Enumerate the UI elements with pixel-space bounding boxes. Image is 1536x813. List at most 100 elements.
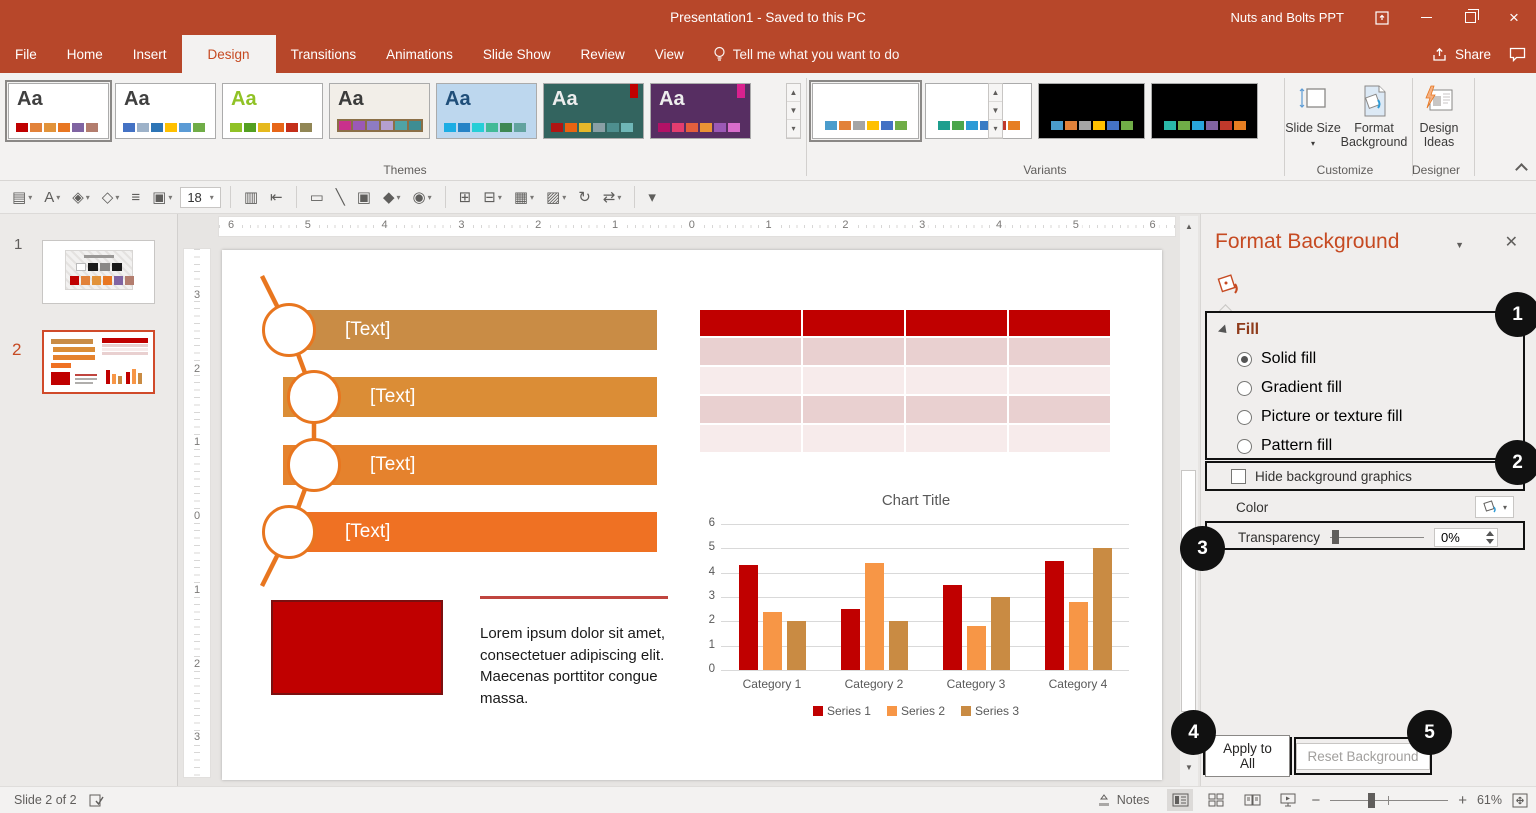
restore-button[interactable] (1448, 0, 1492, 35)
pane-options-caret[interactable]: ▼ (1455, 240, 1464, 250)
rotate-icon[interactable]: ↻ (578, 189, 591, 206)
themes-scroll-up[interactable]: ▲ (787, 84, 800, 102)
smartart-bar[interactable]: [Text] (283, 445, 657, 485)
smartart-circle[interactable] (287, 370, 341, 424)
share-button[interactable]: Share (1432, 47, 1491, 62)
shape-fill-icon[interactable]: ◈ ▾ (72, 189, 90, 206)
line-icon[interactable]: ╲ (335, 189, 345, 206)
red-rectangle-shape[interactable] (271, 600, 443, 695)
slide-canvas[interactable]: [Text] [Text] [Text] [Text] Lorem ipsum dol… (222, 250, 1162, 780)
pane-close-button[interactable]: ✕ (1504, 234, 1518, 251)
smartart-circle[interactable] (262, 303, 316, 357)
radio-button[interactable] (1237, 351, 1252, 367)
theme-wood[interactable]: Aa (329, 83, 430, 139)
table-icon[interactable]: ⊞ (458, 189, 472, 206)
fill-option-picture-or-texture-fill[interactable]: Picture or texture fill (1237, 408, 1402, 426)
apply-to-all-button[interactable]: Apply to All (1205, 735, 1290, 777)
fill-option-pattern-fill[interactable]: Pattern fill (1237, 437, 1332, 455)
transparency-value-box[interactable]: 0% (1434, 528, 1499, 547)
minimize-button[interactable] (1404, 0, 1448, 35)
normal-view-button[interactable] (1167, 789, 1194, 811)
next-slide-button[interactable]: ▼ (1185, 762, 1193, 772)
hide-background-checkbox[interactable] (1231, 469, 1246, 484)
smartart-bar[interactable]: [Text] (283, 310, 657, 350)
reset-background-button[interactable]: Reset Background (1296, 742, 1430, 770)
slide-1-thumbnail[interactable] (42, 240, 155, 304)
format-background-button[interactable]: Format Background (1338, 81, 1410, 149)
color-picker-button[interactable]: ▾ (1474, 496, 1514, 518)
variants-scroll-up[interactable]: ▲ (989, 84, 1002, 102)
lorem-text-block[interactable]: Lorem ipsum dolor sit amet, consectetuer… (480, 596, 668, 709)
radio-button[interactable] (1237, 380, 1252, 396)
shape-outline-icon[interactable]: ◇ ▾ (101, 189, 120, 206)
bullet-list-icon[interactable]: ▥ (243, 189, 258, 206)
fill-option-gradient-fill[interactable]: Gradient fill (1237, 379, 1342, 397)
theme-facet[interactable]: Aa (222, 83, 323, 139)
collapse-ribbon-button[interactable] (1515, 163, 1528, 176)
tab-slide-show[interactable]: Slide Show (482, 46, 551, 62)
slide-size-button[interactable]: Slide Size ▾ (1282, 81, 1344, 149)
comments-button[interactable] (1509, 47, 1526, 62)
tab-transitions[interactable]: Transitions (290, 46, 357, 62)
tab-animations[interactable]: Animations (386, 46, 453, 62)
zoom-out-button[interactable]: − (1311, 791, 1321, 809)
spellcheck-icon[interactable] (89, 793, 105, 808)
zoom-slider-thumb[interactable] (1368, 793, 1376, 808)
theme-integral[interactable]: Aa (436, 83, 537, 139)
cells-icon[interactable]: ⊟ ▾ (483, 189, 502, 206)
variant-thumbnail[interactable] (1038, 83, 1145, 139)
fit-slide-to-window-button[interactable] (1512, 793, 1528, 808)
new-slide-icon[interactable]: ▤ ▾ (12, 189, 33, 206)
themes-scroll-down[interactable]: ▼ (787, 102, 800, 120)
smartart-bar[interactable]: [Text] (283, 377, 657, 417)
replace-icon[interactable]: ⇄ ▾ (602, 189, 622, 206)
slide-2-thumbnail[interactable] (42, 330, 155, 394)
tab-home[interactable]: Home (66, 46, 103, 62)
indent-icon[interactable]: ⇤ (270, 189, 283, 206)
zoom-percentage[interactable]: 61% (1476, 793, 1502, 807)
font-color-icon[interactable]: A ▾ (44, 188, 61, 206)
theme-office[interactable]: Aa (115, 83, 216, 139)
ribbon-display-options-button[interactable] (1360, 0, 1404, 35)
align-objects-icon[interactable]: ≡ (131, 188, 141, 206)
slide-sorter-view-button[interactable] (1203, 789, 1229, 811)
hide-background-row[interactable]: Hide background graphics (1205, 461, 1525, 491)
smartart-circle[interactable] (262, 505, 316, 559)
fill-option-solid-fill[interactable]: Solid fill (1237, 350, 1316, 368)
scrollbar-thumb[interactable] (1181, 470, 1196, 712)
picture-icon[interactable]: ▨ ▾ (546, 189, 567, 206)
merge-shapes-icon[interactable]: ◉ ▾ (412, 189, 432, 206)
theme-ion[interactable]: Aa (543, 83, 644, 139)
tab-review[interactable]: Review (580, 46, 625, 62)
tab-design[interactable]: Design (181, 35, 276, 73)
design-ideas-button[interactable]: Design Ideas (1408, 81, 1470, 149)
close-button[interactable]: × (1509, 8, 1519, 27)
transparency-slider[interactable] (1330, 530, 1425, 544)
variant-thumbnail[interactable] (925, 83, 1032, 139)
font-size-combo[interactable]: 18 ▾ (180, 186, 221, 208)
rectangle-icon[interactable]: ▭ (309, 189, 324, 206)
tab-view[interactable]: View (654, 46, 684, 62)
smartart-circle[interactable] (287, 438, 341, 492)
slideshow-view-button[interactable] (1275, 789, 1301, 811)
theme-current[interactable]: Aa (5, 80, 112, 142)
tab-file[interactable]: File (15, 46, 37, 62)
radio-button[interactable] (1237, 438, 1252, 454)
zoom-in-button[interactable]: + (1458, 791, 1467, 809)
text-box-icon[interactable]: ▣ (356, 189, 371, 206)
zoom-slider[interactable] (1330, 791, 1449, 809)
fill-section-header[interactable]: Fill (1217, 321, 1259, 339)
notes-button[interactable]: Notes (1097, 793, 1149, 807)
reading-view-button[interactable] (1239, 789, 1265, 811)
tell-me-box[interactable]: Tell me what you want to do (713, 35, 899, 73)
paint-bucket-tab-icon[interactable] (1215, 272, 1241, 317)
shapes-icon[interactable]: ◆ ▾ (382, 189, 401, 206)
toolbar-more-icon[interactable]: ▾ (648, 189, 656, 206)
slide-table[interactable] (700, 310, 1110, 452)
variants-scroll-down[interactable]: ▼ (989, 102, 1002, 120)
tab-insert[interactable]: Insert (132, 46, 167, 62)
picture-layout-icon[interactable]: ▦ ▾ (513, 189, 535, 206)
scroll-up-button[interactable]: ▲ (1185, 221, 1193, 231)
variant-thumbnail[interactable] (1151, 83, 1258, 139)
variant-thumbnail[interactable] (809, 80, 922, 142)
